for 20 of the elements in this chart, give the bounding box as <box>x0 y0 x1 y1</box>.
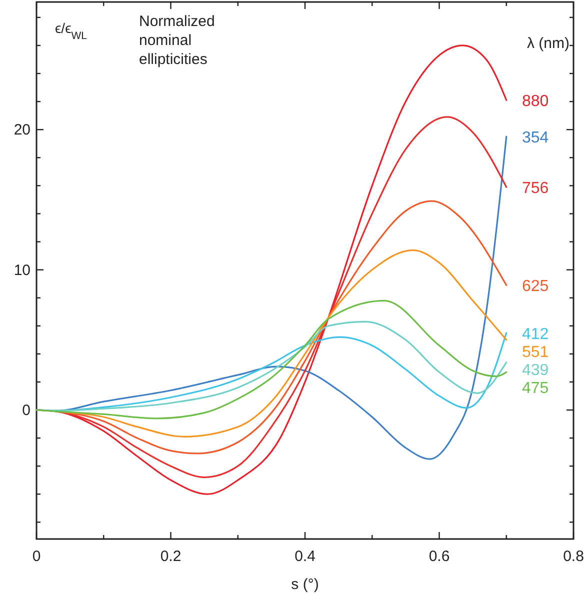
series-label: 475 <box>522 380 549 397</box>
y-tick-label: 20 <box>14 122 30 139</box>
x-tick-label: 0.2 <box>160 548 182 565</box>
series-label: 880 <box>522 93 549 110</box>
x-tick-label: 0.8 <box>563 548 584 565</box>
x-tick-label: 0.6 <box>428 548 450 565</box>
series-label: 551 <box>522 344 549 361</box>
series-label: 354 <box>522 130 549 147</box>
annotation: Normalized nominal ellipticities <box>139 13 215 68</box>
series-label: 756 <box>522 180 549 198</box>
series-label: 412 <box>522 326 549 343</box>
y-tick-label: 10 <box>14 262 30 279</box>
y-axis-title: ϵ/ϵ$_{WL}$ <box>55 20 88 42</box>
series-label: 439 <box>522 362 549 379</box>
x-axis-title: s (°) <box>291 576 319 593</box>
series-label: 625 <box>522 278 549 296</box>
x-tick-label: 0 <box>32 548 41 565</box>
y-tick-label: 0 <box>22 402 30 420</box>
x-tick-label: 0.4 <box>294 548 316 565</box>
legend-title: λ (nm) <box>527 35 570 52</box>
